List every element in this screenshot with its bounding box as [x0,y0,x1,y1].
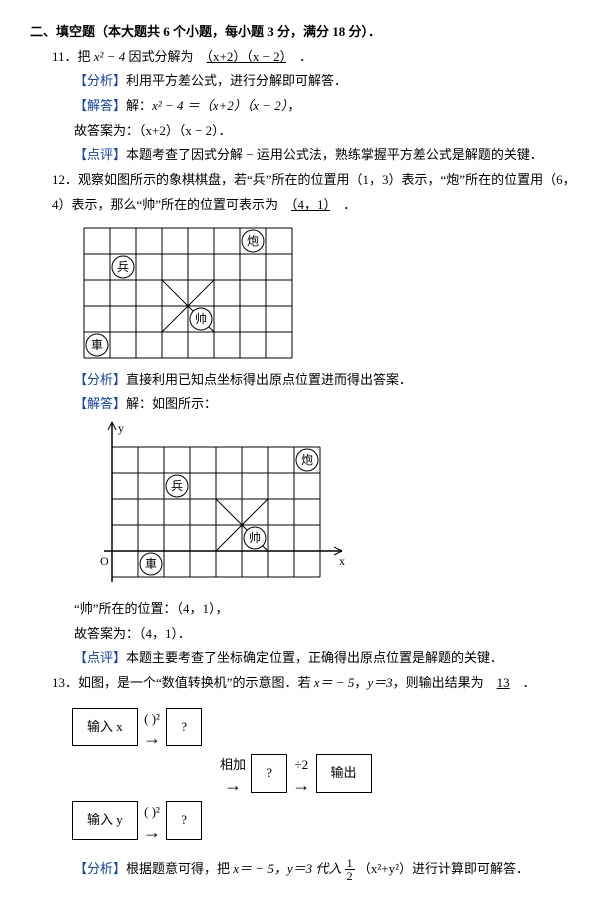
arrow-sq: ( )²→ [143,707,161,748]
arrow-add-down: 相加→ [220,753,246,794]
chess-board-1: 炮兵帅車 [30,218,577,368]
q-box-1: ? [166,708,202,747]
frac-n: 1 [345,857,355,870]
q13-yv: y＝3 [367,675,392,690]
frac-d: 2 [345,870,355,882]
q12-review: 【点评】本题主要考查了坐标确定位置，正确得出原点位置是解题的关键． [30,646,577,671]
q13-stem-b: ， [354,675,367,690]
q-box-mid: ? [251,754,287,793]
q11-answer-b: ， [287,98,300,113]
q12-so: 故答案为：（4，1）． [30,622,577,647]
analysis-label: 【分析】 [74,372,126,387]
input-x-box: 输入 x [72,708,138,747]
q12-analysis: 【分析】直接利用已知点坐标得出原点位置进而得出答案． [30,368,577,393]
q13-stem-a: 13．如图，是一个“数值转换机”的示意图．若 [52,675,314,690]
fraction-half: 12 [345,857,355,882]
q12-answer-text: 解：如图所示： [126,396,217,411]
q13-analysis-expr-b: （x²+y²）进行计算即可解答． [358,861,529,876]
svg-text:車: 車 [91,338,103,352]
q13-analysis-a: 根据题意可得，把 [126,861,233,876]
svg-text:x: x [339,554,345,568]
flow-row-x: 输入 x ( )²→ ? [70,706,577,749]
q11-stem-b: 因式分解为 [125,49,206,64]
q-box-2: ? [166,801,202,840]
output-box: 输出 [316,754,372,793]
q13-stem: 13．如图，是一个“数值转换机”的示意图．若 x＝ − 5，y＝3，则输出结果为… [30,671,577,696]
q13-xv: x＝ − 5 [314,675,355,690]
q12-answer: 【解答】解：如图所示： [30,392,577,417]
svg-text:炮: 炮 [247,234,259,248]
q12-analysis-text: 直接利用已知点坐标得出原点位置进而得出答案． [126,372,412,387]
analysis-label: 【分析】 [74,861,126,876]
svg-text:車: 車 [145,557,157,571]
q12-stem: 12．观察如图所示的象棋棋盘，若“兵”所在的位置用（1，3）表示，“炮”所在的位… [30,168,577,217]
q11-review-text: 本题考查了因式分解 − 运用公式法，熟练掌握平方差公式是解题的关键． [126,147,543,162]
svg-text:兵: 兵 [117,260,129,274]
flow-row-mid: 相加→ ? ÷2→ 输出 [220,752,577,795]
q13-stem-d: ． [510,675,536,690]
arrow-op: ( )²→ [143,800,161,841]
q13-analysis-expr-a: x＝ − 5，y＝3 代入 [233,861,341,876]
q11-so: 故答案为：（x+2）（x − 2）． [30,119,577,144]
q11-stem-c: ． [286,49,312,64]
svg-text:炮: 炮 [301,453,313,467]
q11-review: 【点评】本题考查了因式分解 − 运用公式法，熟练掌握平方差公式是解题的关键． [30,143,577,168]
arrow-div: ÷2→ [292,753,310,794]
q13-analysis: 【分析】根据题意可得，把 x＝ − 5，y＝3 代入 12 （x²+y²）进行计… [30,857,577,883]
q11-stem: 11．把 x² − 4 因式分解为 （x+2）（x − 2） ． [30,45,577,70]
svg-text:O: O [100,554,109,568]
review-label: 【点评】 [74,147,126,162]
q11-analysis: 【分析】利用平方差公式，进行分解即可解答． [30,69,577,94]
q11-blank: （x+2）（x − 2） [207,49,287,64]
analysis-label: 【分析】 [74,73,126,88]
q12-review-text: 本题主要考查了坐标确定位置，正确得出原点位置是解题的关键． [126,650,503,665]
q12-stem-b: ． [330,197,356,212]
chess-board-2: y x O 炮兵帅車 [30,417,577,597]
review-label: 【点评】 [74,650,126,665]
svg-text:兵: 兵 [171,479,183,493]
answer-label: 【解答】 [74,396,126,411]
q11-answer-expr: x² − 4 ＝（x+2）（x − 2） [152,98,287,113]
q12-pos: “帅”所在的位置：（4，1）， [30,597,577,622]
svg-text:帅: 帅 [249,531,261,545]
q11-answer: 【解答】解：x² − 4 ＝（x+2）（x − 2）， [30,94,577,119]
q11-analysis-text: 利用平方差公式，进行分解即可解答． [126,73,347,88]
op-label: ( )² [143,800,161,825]
flow-diagram: 输入 x ( )²→ ? 相加→ ? ÷2→ 输出 输入 y ( )²→ ? [70,706,577,842]
q11-stem-a: 11．把 [52,49,94,64]
q11-answer-a: 解： [126,98,152,113]
svg-text:帅: 帅 [195,312,207,326]
answer-label: 【解答】 [74,98,126,113]
q13-blank: 13 [497,675,510,690]
input-y-box: 输入 y [72,801,138,840]
svg-text:y: y [118,421,124,435]
flow-row-y: 输入 y ( )²→ ? [70,799,577,842]
q13-stem-c: ，则输出结果为 [393,675,497,690]
q12-blank: （4，1） [291,197,330,212]
section-header: 二、填空题（本大题共 6 个小题，每小题 3 分，满分 18 分）． [30,20,577,45]
q11-expr: x² − 4 [94,49,125,64]
